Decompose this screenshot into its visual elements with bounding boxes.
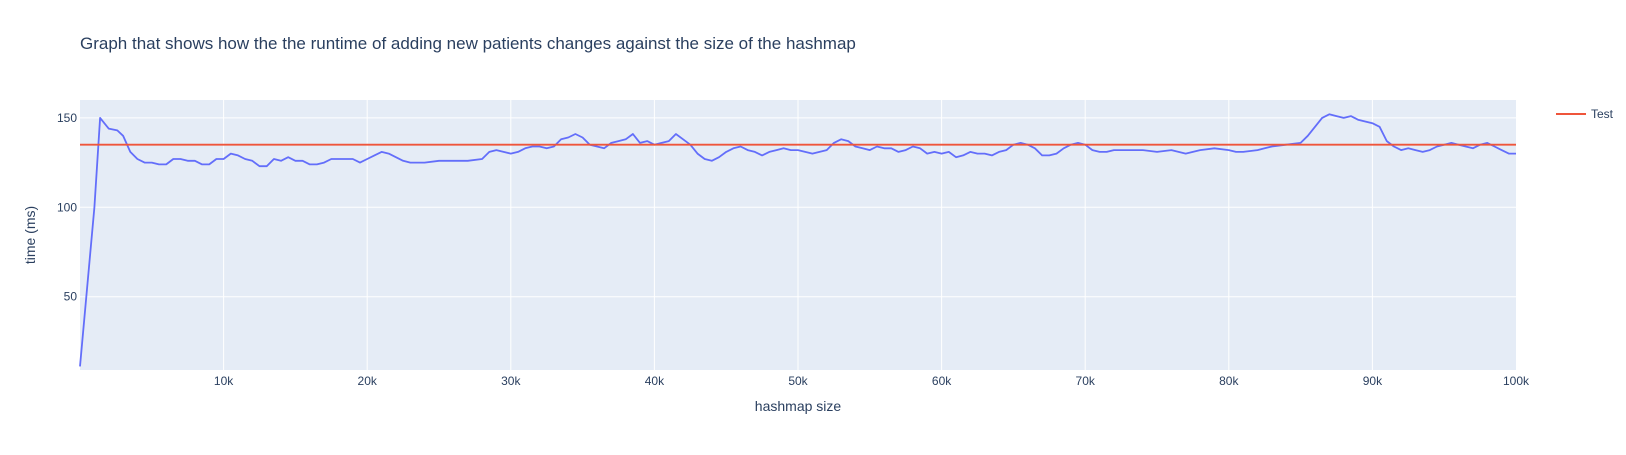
x-tick-label: 20k [358,374,378,388]
x-tick-label: 80k [1219,374,1239,388]
x-tick-label: 30k [501,374,521,388]
y-tick-label: 50 [64,290,78,304]
chart-title: Graph that shows how the the runtime of … [80,34,856,53]
y-tick-label: 100 [57,200,77,214]
legend-label: Test [1591,107,1614,121]
series-lines [79,113,1516,367]
y-axis-ticks: 50 100 150 [57,111,77,304]
x-tick-label: 70k [1076,374,1096,388]
x-tick-label: 10k [214,374,234,388]
legend-item-test[interactable]: Test [1556,107,1614,121]
x-axis-ticks: 10k 20k 30k 40k 50k 60k 70k 80k 90k 100k [214,374,1530,388]
x-tick-label: 40k [645,374,665,388]
x-tick-label: 100k [1503,374,1530,388]
x-tick-label: 50k [788,374,808,388]
legend[interactable]: Test [1556,107,1614,121]
x-axis-label: hashmap size [755,398,842,414]
x-tick-label: 60k [932,374,952,388]
y-axis-label: time (ms) [22,206,38,264]
x-tick-label: 90k [1363,374,1383,388]
y-tick-label: 150 [57,111,77,125]
